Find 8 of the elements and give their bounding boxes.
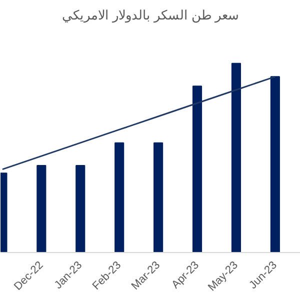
bar [231,62,241,252]
bar [270,76,280,252]
bar [114,142,124,252]
bar [154,142,164,252]
chart-title: سعر طن السكر بالدولار الامريكي [62,8,240,24]
bar [36,165,46,252]
bar [192,86,202,252]
bar [76,165,86,252]
